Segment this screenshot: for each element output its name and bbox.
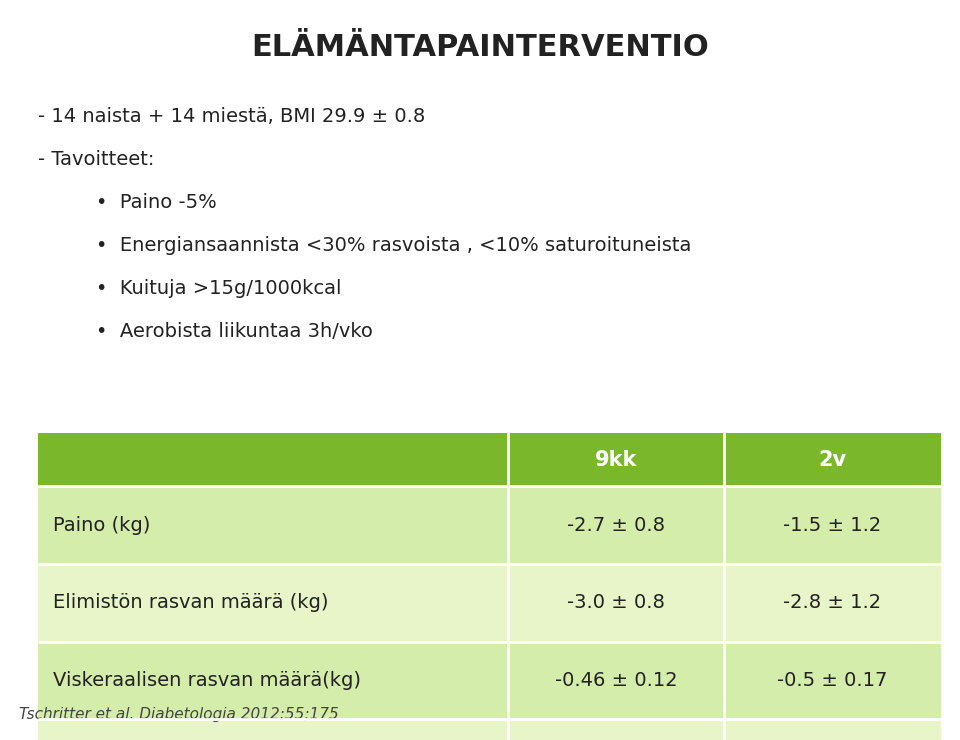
FancyBboxPatch shape bbox=[724, 433, 941, 486]
Text: 2v: 2v bbox=[819, 449, 847, 470]
FancyBboxPatch shape bbox=[38, 719, 508, 740]
FancyBboxPatch shape bbox=[38, 433, 508, 486]
FancyBboxPatch shape bbox=[724, 719, 941, 740]
Text: -2.8 ± 1.2: -2.8 ± 1.2 bbox=[783, 593, 881, 612]
Text: - Tavoitteet:: - Tavoitteet: bbox=[38, 150, 155, 169]
Text: - 14 naista + 14 miestä, BMI 29.9 ± 0.8: - 14 naista + 14 miestä, BMI 29.9 ± 0.8 bbox=[38, 107, 425, 127]
Text: ELÄMÄNTAPAINTERVENTIO: ELÄMÄNTAPAINTERVENTIO bbox=[252, 33, 708, 62]
Text: 9kk: 9kk bbox=[595, 449, 637, 470]
Text: Elimistön rasvan määrä (kg): Elimistön rasvan määrä (kg) bbox=[53, 593, 328, 612]
Text: -1.5 ± 1.2: -1.5 ± 1.2 bbox=[783, 516, 881, 534]
FancyBboxPatch shape bbox=[38, 564, 508, 642]
Text: -0.5 ± 0.17: -0.5 ± 0.17 bbox=[778, 671, 888, 690]
FancyBboxPatch shape bbox=[38, 486, 508, 564]
Text: •  Energiansaannista <30% rasvoista , <10% saturoituneista: • Energiansaannista <30% rasvoista , <10… bbox=[96, 236, 691, 255]
FancyBboxPatch shape bbox=[508, 719, 724, 740]
Text: Tschritter et al. Diabetologia 2012:55;175: Tschritter et al. Diabetologia 2012:55;1… bbox=[19, 707, 339, 722]
Text: -0.46 ± 0.12: -0.46 ± 0.12 bbox=[555, 671, 677, 690]
FancyBboxPatch shape bbox=[508, 433, 724, 486]
FancyBboxPatch shape bbox=[724, 486, 941, 564]
FancyBboxPatch shape bbox=[508, 642, 724, 719]
FancyBboxPatch shape bbox=[508, 564, 724, 642]
Text: Paino (kg): Paino (kg) bbox=[53, 516, 150, 534]
Text: -3.0 ± 0.8: -3.0 ± 0.8 bbox=[567, 593, 665, 612]
Text: •  Aerobista liikuntaa 3h/vko: • Aerobista liikuntaa 3h/vko bbox=[96, 322, 372, 341]
FancyBboxPatch shape bbox=[724, 564, 941, 642]
Text: •  Paino -5%: • Paino -5% bbox=[96, 193, 217, 212]
Text: Viskeraalisen rasvan määrä(kg): Viskeraalisen rasvan määrä(kg) bbox=[53, 671, 361, 690]
Text: -2.7 ± 0.8: -2.7 ± 0.8 bbox=[567, 516, 665, 534]
FancyBboxPatch shape bbox=[724, 642, 941, 719]
Text: •  Kuituja >15g/1000kcal: • Kuituja >15g/1000kcal bbox=[96, 279, 342, 298]
FancyBboxPatch shape bbox=[38, 642, 508, 719]
FancyBboxPatch shape bbox=[508, 486, 724, 564]
